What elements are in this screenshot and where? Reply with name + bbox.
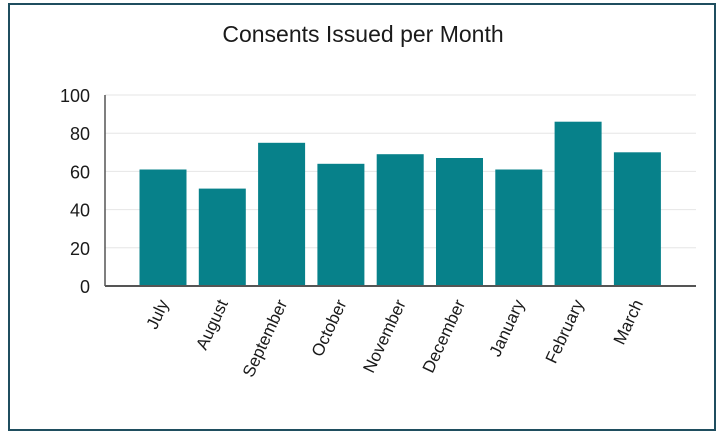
bars [139, 121, 661, 287]
bar-march [613, 152, 661, 286]
y-tick-label: 60 [70, 162, 90, 182]
x-tick-label: August [192, 296, 232, 352]
bar-december [436, 158, 483, 286]
axes [104, 95, 696, 287]
y-tick-label: 40 [70, 201, 90, 221]
y-tick-label: 80 [70, 124, 90, 144]
bar-november [376, 154, 424, 286]
y-tick-label: 20 [70, 239, 90, 259]
x-tick-labels: July August September October November Decemb… [143, 296, 647, 380]
bar-january [495, 169, 543, 286]
y-tick-label: 0 [80, 277, 90, 297]
x-tick-label: October [308, 296, 351, 359]
chart-title: Consents Issued per Month [222, 21, 504, 47]
x-tick-label: January [486, 296, 529, 359]
bar-february [554, 121, 602, 286]
x-tick-label: December [419, 296, 470, 375]
y-tick-label: 100 [60, 86, 90, 106]
x-tick-label: March [610, 297, 647, 348]
bar-september [258, 142, 306, 287]
x-tick-label: November [359, 296, 410, 375]
bar-july [139, 169, 187, 286]
bar-october [317, 163, 365, 286]
bar-august [198, 188, 246, 286]
x-tick-label: July [143, 296, 173, 332]
x-tick-label: February [542, 296, 588, 366]
y-tick-labels: 0 20 40 60 80 100 [60, 86, 90, 297]
x-tick-label: September [239, 296, 292, 380]
